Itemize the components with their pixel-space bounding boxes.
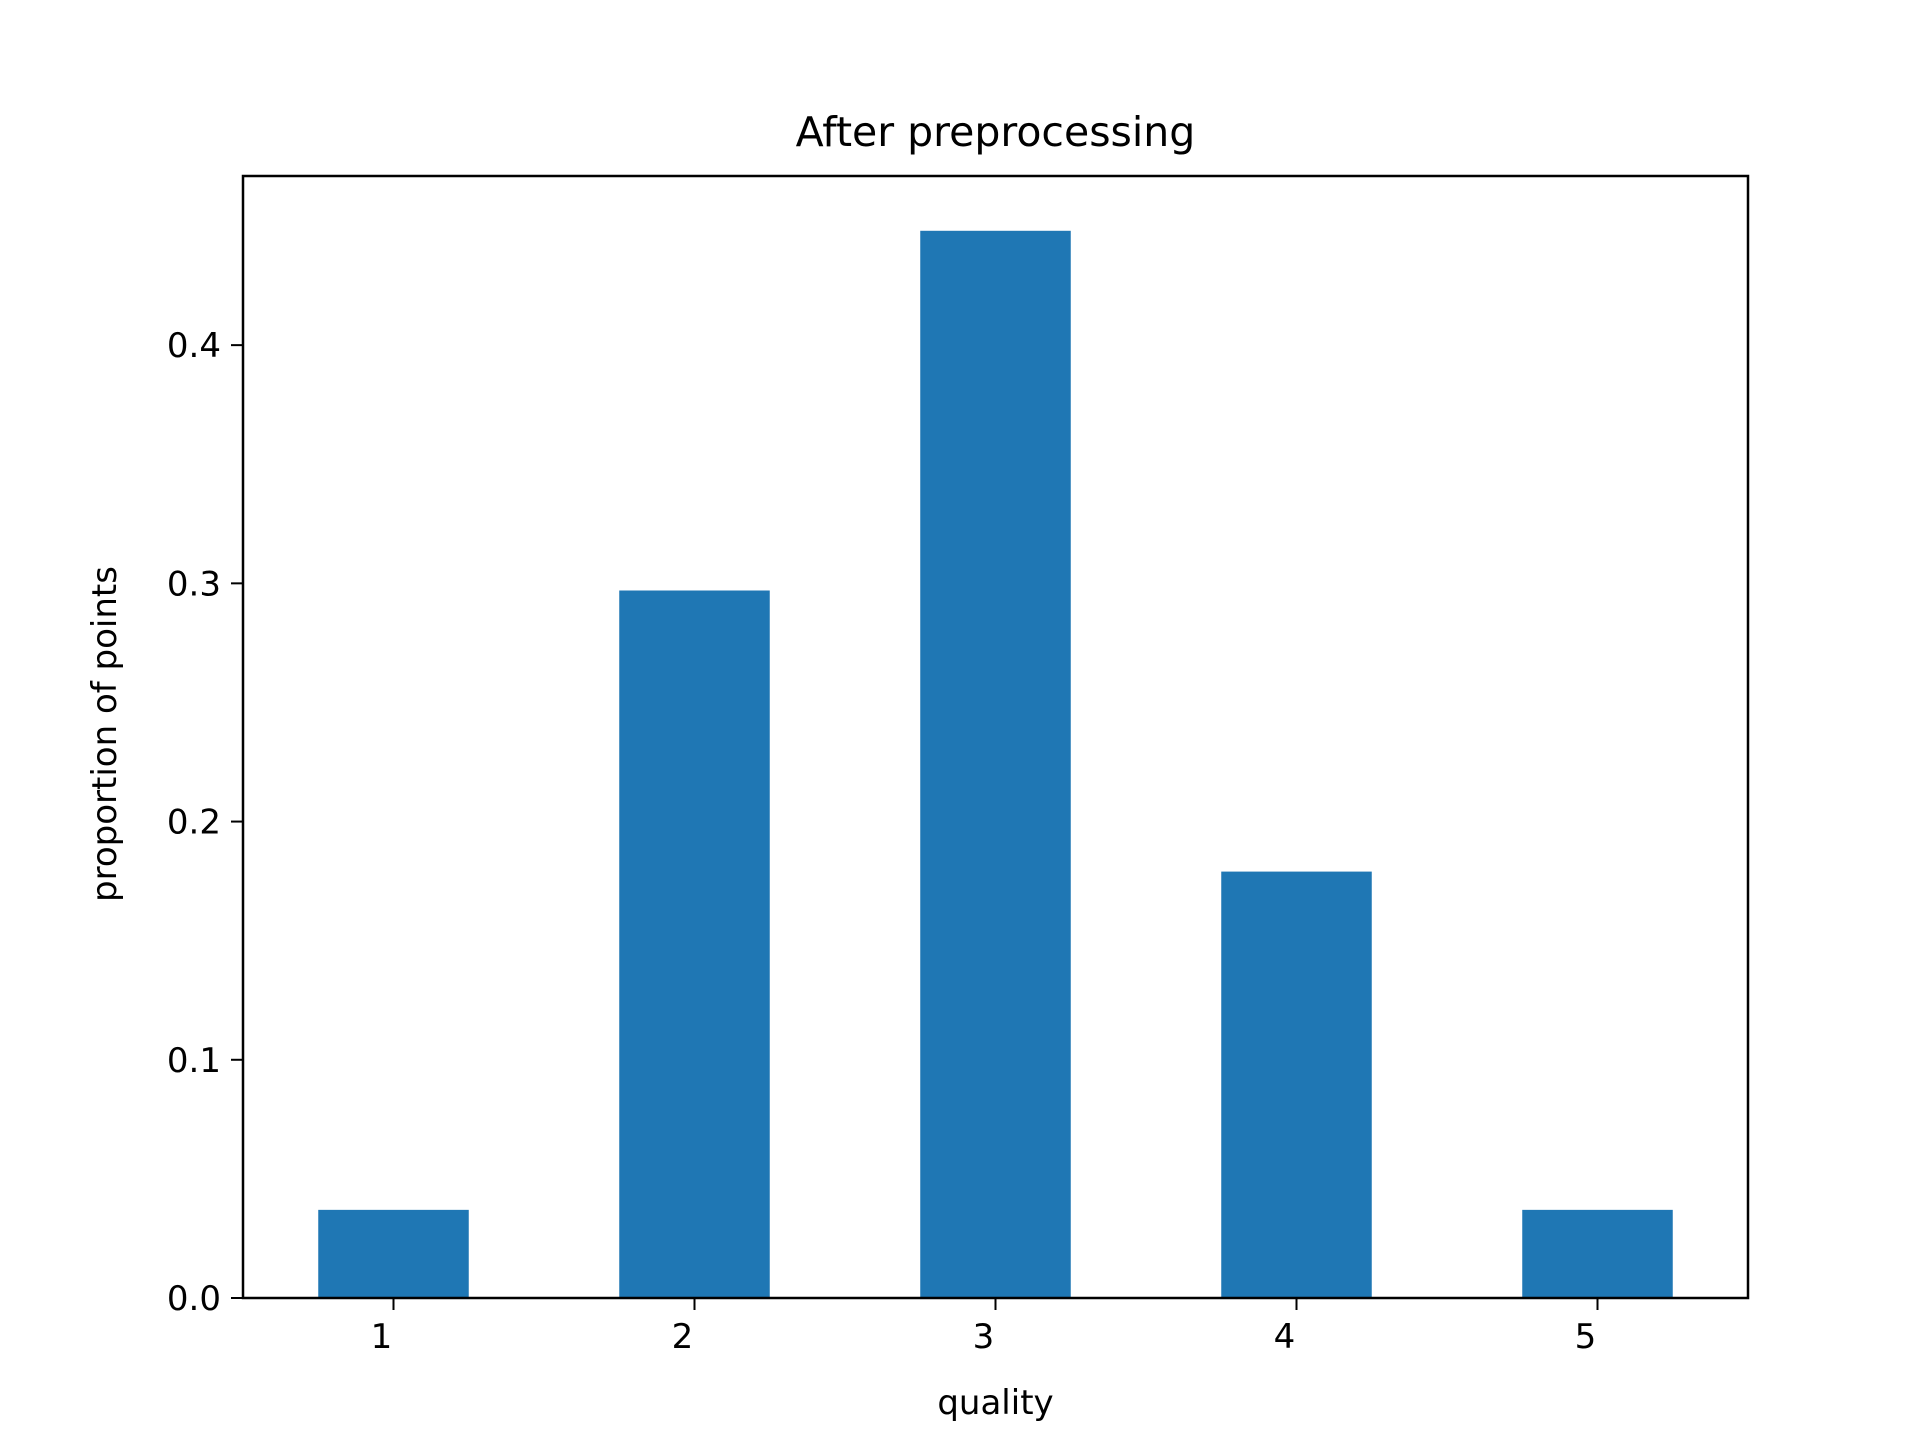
x-tick-label: 5 (1575, 1317, 1597, 1357)
y-axis-ticks: 0.0 0.1 0.2 0.3 0.4 (167, 326, 243, 1319)
x-tick-label: 1 (371, 1317, 393, 1357)
x-axis-label: quality (937, 1383, 1053, 1423)
bar-quality-5 (1522, 1209, 1673, 1298)
bar-quality-4 (1221, 871, 1372, 1298)
y-axis-label: proportion of points (85, 566, 125, 902)
y-tick-label: 0.4 (167, 326, 221, 366)
x-axis-ticks: 1 2 3 4 5 (371, 1298, 1599, 1357)
y-tick-label: 0.3 (167, 564, 221, 604)
x-tick-label: 3 (973, 1317, 995, 1357)
y-tick-label: 0.0 (167, 1279, 221, 1319)
chart-title: After preprocessing (796, 108, 1196, 156)
bar-quality-2 (619, 590, 770, 1298)
bar-quality-1 (318, 1209, 469, 1298)
bars-layer (318, 230, 1673, 1299)
bar-quality-3 (920, 230, 1071, 1299)
plot-frame (241, 174, 1750, 1300)
x-tick-label: 2 (672, 1317, 694, 1357)
y-tick-label: 0.2 (167, 803, 221, 843)
x-tick-label: 4 (1274, 1317, 1296, 1357)
y-tick-label: 0.1 (167, 1041, 221, 1081)
